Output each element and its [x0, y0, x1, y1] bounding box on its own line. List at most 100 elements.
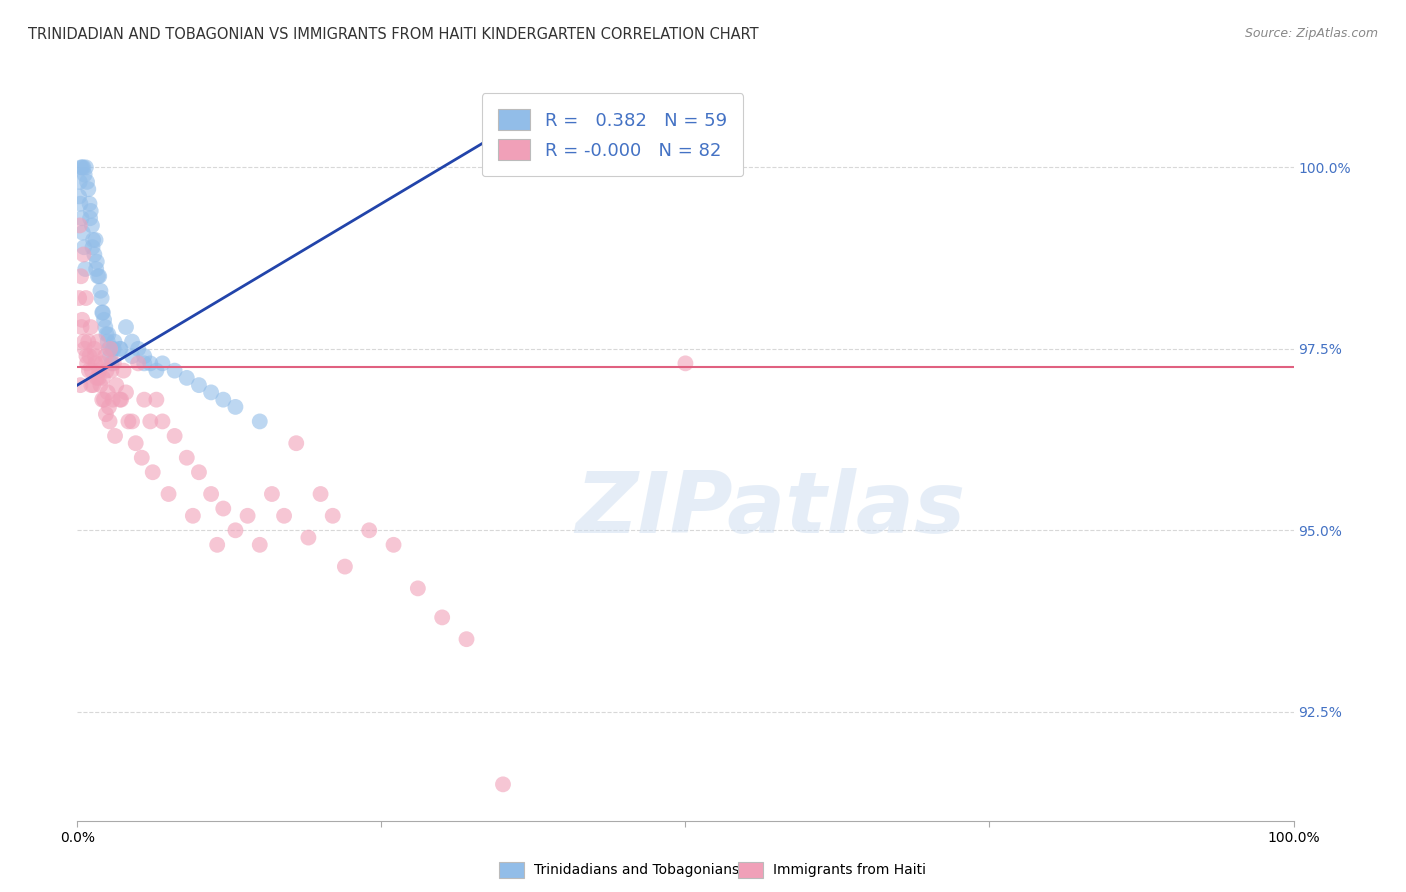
Point — [89, 378, 111, 392]
Point — [75, 291, 97, 305]
Point — [163, 429, 186, 443]
Point — [67, 189, 90, 203]
Point — [89, 269, 111, 284]
Point — [249, 414, 271, 428]
Point — [80, 363, 103, 377]
Point — [139, 414, 162, 428]
Text: Source: ZipAtlas.com: Source: ZipAtlas.com — [1244, 27, 1378, 40]
Point — [101, 392, 124, 407]
Text: Immigrants from Haiti: Immigrants from Haiti — [773, 863, 927, 877]
Point — [145, 392, 167, 407]
Point — [73, 342, 96, 356]
Point — [139, 356, 162, 370]
Point — [91, 305, 114, 319]
Point — [80, 219, 103, 233]
Point — [157, 487, 180, 501]
Point — [91, 305, 114, 319]
Point — [108, 392, 131, 407]
Legend: R =   0.382   N = 59, R = -0.000   N = 82: R = 0.382 N = 59, R = -0.000 N = 82 — [482, 93, 744, 177]
Point — [127, 342, 149, 356]
Point — [73, 168, 96, 182]
Point — [84, 262, 107, 277]
Point — [84, 233, 107, 247]
Point — [359, 524, 381, 538]
Point — [297, 531, 319, 545]
Point — [77, 363, 100, 377]
Point — [406, 582, 429, 596]
Point — [70, 320, 93, 334]
Point — [104, 429, 127, 443]
Point — [70, 161, 93, 175]
Point — [188, 465, 211, 479]
Point — [112, 363, 135, 377]
Point — [125, 436, 148, 450]
Point — [108, 342, 131, 356]
Point — [176, 450, 198, 465]
Point — [82, 378, 104, 392]
Point — [80, 203, 103, 218]
Point — [309, 487, 332, 501]
Point — [110, 392, 132, 407]
Point — [72, 226, 94, 240]
Point — [181, 508, 204, 523]
Point — [430, 610, 453, 624]
Point — [83, 247, 105, 261]
Text: TRINIDADIAN AND TOBAGONIAN VS IMMIGRANTS FROM HAITI KINDERGARTEN CORRELATION CHA: TRINIDADIAN AND TOBAGONIAN VS IMMIGRANTS… — [28, 27, 759, 42]
Point — [75, 349, 97, 363]
Point — [94, 349, 117, 363]
Point — [249, 538, 271, 552]
Point — [94, 407, 117, 421]
Point — [134, 392, 156, 407]
Point — [67, 291, 90, 305]
Point — [87, 269, 110, 284]
Point — [103, 334, 125, 349]
Point — [224, 524, 246, 538]
Point — [212, 392, 235, 407]
Point — [77, 182, 100, 196]
Point — [94, 320, 117, 334]
Point — [115, 385, 138, 400]
Point — [333, 559, 356, 574]
Point — [82, 240, 104, 254]
Point — [205, 538, 228, 552]
Point — [76, 175, 98, 189]
Point — [127, 356, 149, 370]
Point — [80, 378, 103, 392]
Point — [96, 327, 118, 342]
Point — [70, 269, 93, 284]
Point — [110, 342, 132, 356]
Point — [87, 334, 110, 349]
Point — [93, 392, 115, 407]
Point — [188, 378, 211, 392]
Point — [382, 538, 405, 552]
Point — [70, 211, 93, 226]
Point — [86, 371, 108, 385]
Point — [142, 465, 165, 479]
Point — [134, 349, 156, 363]
Point — [224, 400, 246, 414]
Point — [98, 349, 121, 363]
Point — [75, 161, 97, 175]
Point — [273, 508, 295, 523]
Point — [75, 262, 97, 277]
Point — [456, 632, 478, 647]
Text: Trinidadians and Tobagonians: Trinidadians and Tobagonians — [534, 863, 740, 877]
Point — [152, 356, 174, 370]
Point — [89, 284, 111, 298]
Point — [145, 363, 167, 377]
Point — [98, 342, 121, 356]
Point — [73, 240, 96, 254]
Point — [84, 349, 107, 363]
Point — [73, 334, 96, 349]
Point — [115, 320, 138, 334]
Point — [84, 356, 107, 370]
Point — [322, 508, 344, 523]
Point — [97, 400, 120, 414]
Point — [121, 334, 143, 349]
Point — [117, 414, 139, 428]
Point — [200, 385, 222, 400]
Point — [70, 313, 93, 327]
Point — [200, 487, 222, 501]
Point — [103, 342, 125, 356]
Point — [72, 247, 94, 261]
